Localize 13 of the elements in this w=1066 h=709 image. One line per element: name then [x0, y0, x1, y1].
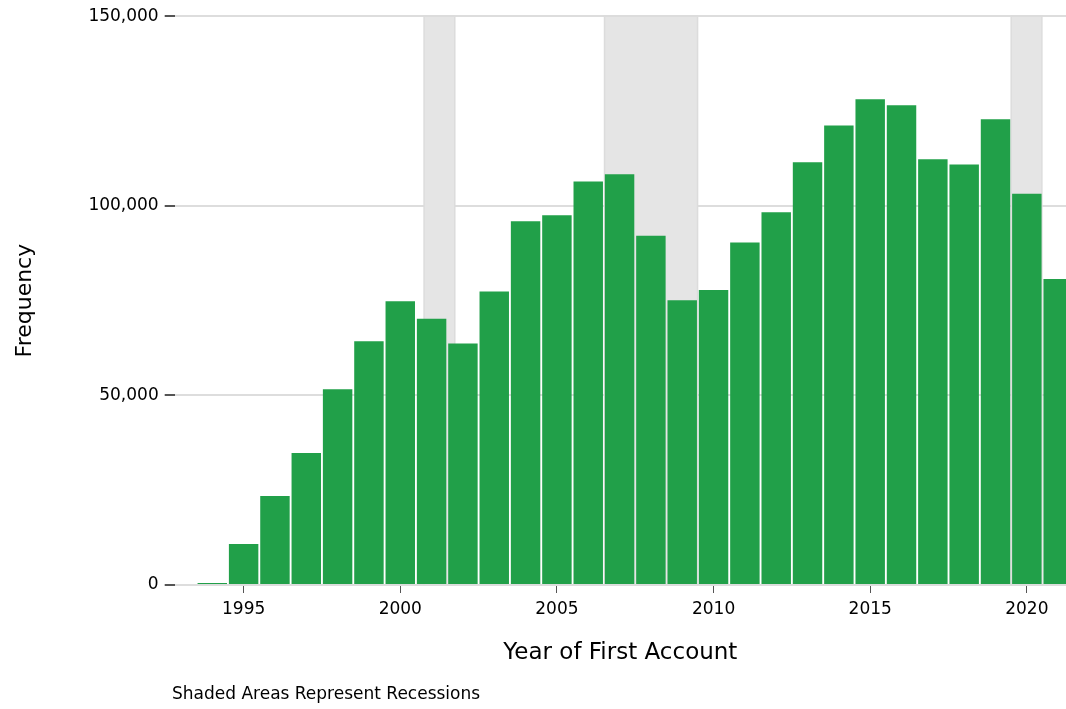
y-tick-label: 50,000	[99, 383, 159, 404]
y-tick-label: 150,000	[88, 4, 159, 25]
y-tick-label: 100,000	[88, 194, 159, 215]
y-axis-title: Frequency	[10, 243, 36, 358]
x-tick-label: 2000	[378, 597, 422, 618]
x-tick-label: 1995	[221, 597, 266, 618]
x-tick-label: 2005	[535, 597, 579, 618]
x-tick-label: 2020	[1005, 597, 1049, 618]
text: Shaded Areas Represent Recessions	[172, 683, 481, 704]
x-axis-title: Year of First Account	[502, 638, 738, 665]
x-tick-label: 2015	[848, 597, 892, 618]
y-tick-label: 0	[147, 573, 159, 594]
x-tick-label: 2010	[691, 597, 736, 618]
